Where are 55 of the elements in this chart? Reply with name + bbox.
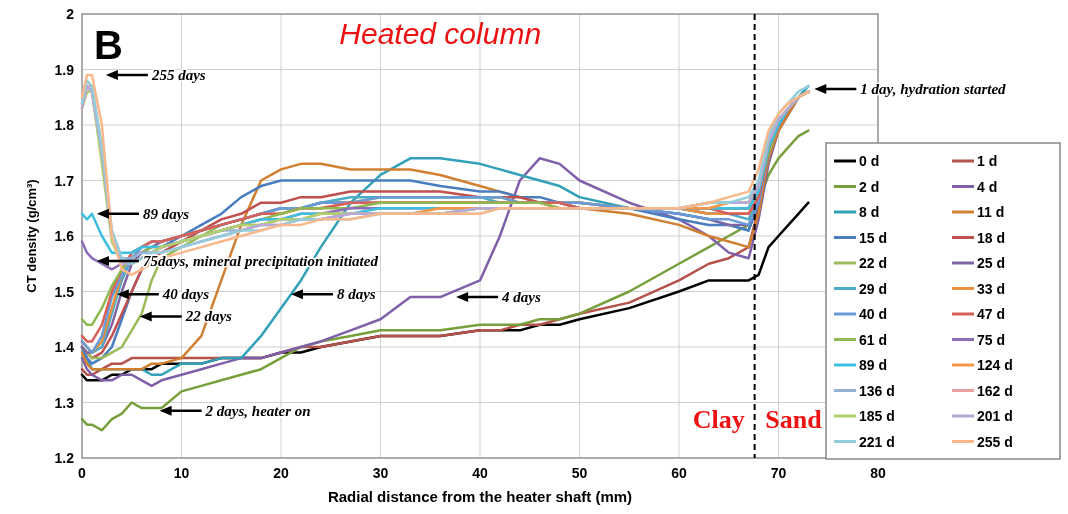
legend-label: 75 d: [977, 331, 1006, 348]
legend-label: 255 d: [977, 433, 1013, 450]
legend-label: 0 d: [859, 153, 880, 169]
x-tick-label: 40: [472, 465, 488, 481]
y-tick-label: 1.8: [54, 117, 75, 133]
legend-label: 15 d: [859, 229, 888, 246]
annotation: 8 days: [336, 286, 376, 303]
legend-label: 11 d: [977, 204, 1005, 220]
y-tick-label: 1.4: [54, 339, 75, 355]
legend-label: 61 d: [859, 331, 888, 348]
x-tick-label: 60: [671, 465, 687, 481]
legend-label: 40 d: [859, 306, 888, 322]
legend-label: 221 d: [859, 433, 895, 450]
legend-label: 185 d: [859, 408, 895, 424]
legend-label: 47 d: [977, 306, 1006, 322]
chart-title: Heated column: [339, 17, 542, 50]
annotation: 1 day, hydration started: [860, 80, 1007, 97]
x-tick-label: 80: [870, 465, 886, 481]
y-tick-label: 2: [66, 6, 75, 22]
annotation: Sand: [765, 405, 823, 434]
legend-label: 8 d: [859, 204, 880, 220]
y-tick-label: 1.7: [54, 172, 75, 189]
y-tick-label: 1.9: [54, 61, 75, 78]
y-tick-label: 1.2: [54, 450, 75, 466]
legend-label: 2 d: [859, 178, 880, 195]
legend-label: 136 d: [859, 382, 895, 399]
legend-label: 22 d: [859, 255, 888, 271]
legend-label: 162 d: [977, 382, 1013, 399]
x-tick-label: 20: [273, 465, 289, 481]
y-tick-label: 1.5: [54, 283, 75, 300]
y-axis-title: CT density (g/cm³): [24, 179, 39, 293]
annotation: B: [94, 23, 123, 67]
annotation: 89 days: [142, 205, 190, 222]
x-tick-label: 0: [78, 465, 87, 481]
annotation: 40 days: [161, 286, 210, 303]
annotation: 4 days: [501, 289, 542, 306]
annotation: Clay: [692, 405, 745, 434]
y-tick-label: 1.6: [54, 228, 75, 244]
annotation: 255 days: [150, 67, 206, 84]
legend-label: 33 d: [977, 280, 1006, 297]
x-tick-label: 30: [372, 465, 389, 481]
legend-label: 18 d: [977, 229, 1006, 246]
legend-label: 201 d: [977, 408, 1013, 424]
annotation: 2 days, heater on: [204, 402, 311, 419]
x-tick-label: 70: [770, 465, 787, 481]
legend-label: 4 d: [977, 178, 998, 195]
legend-label: 1 d: [977, 153, 998, 169]
x-tick-label: 50: [571, 465, 588, 481]
y-tick-label: 1.3: [54, 394, 75, 411]
x-axis-title: Radial distance from the heater shaft (mm): [327, 488, 633, 505]
legend-label: 29 d: [859, 280, 888, 297]
legend-label: 124 d: [977, 357, 1013, 373]
x-tick-label: 10: [173, 465, 190, 481]
legend-label: 25 d: [977, 255, 1006, 271]
legend-label: 89 d: [859, 357, 888, 373]
